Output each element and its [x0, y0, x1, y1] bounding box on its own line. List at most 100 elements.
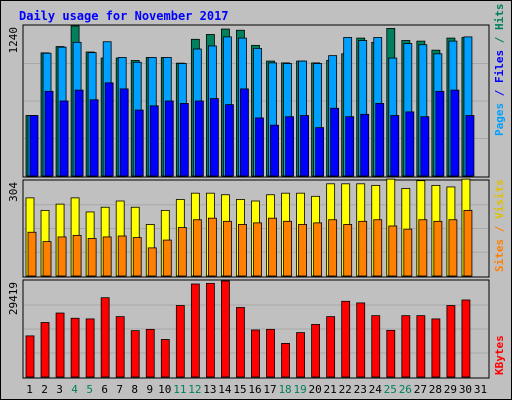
- day-label: 20: [309, 383, 322, 396]
- visits-bar-sites: [343, 224, 353, 277]
- kbytes-bar-kbytes: [145, 328, 155, 378]
- kbytes-legend-part: KBytes: [493, 335, 506, 375]
- kbytes-bar-kbytes: [446, 305, 456, 378]
- day-label: 27: [414, 383, 427, 396]
- visits-bar-sites: [42, 241, 52, 277]
- day-label: 23: [354, 383, 367, 396]
- kbytes-plot-border: [22, 279, 490, 379]
- hits-bar-pages: [89, 99, 99, 177]
- visits-legend-part: Visits: [493, 179, 506, 219]
- kbytes-bar-kbytes: [221, 280, 230, 378]
- day-label: 15: [233, 383, 246, 396]
- kbytes-bar-kbytes: [371, 315, 381, 378]
- hits-bar-pages: [149, 105, 159, 177]
- hits-bar-pages: [240, 88, 249, 177]
- kbytes-bar-kbytes: [251, 329, 260, 378]
- visits-bar-sites: [132, 237, 142, 277]
- day-label: 3: [56, 383, 63, 396]
- hits-plot-border: [22, 24, 490, 178]
- day-label: 12: [188, 383, 201, 396]
- kbytes-bar-kbytes: [326, 316, 336, 378]
- visits-bar-sites: [57, 236, 67, 277]
- day-label: 19: [293, 383, 306, 396]
- chart-title: Daily usage for November 2017: [19, 9, 229, 23]
- visits-legend: Sites / Visits: [493, 179, 506, 272]
- day-label: 16: [248, 383, 261, 396]
- hits-bar-pages: [225, 104, 234, 177]
- hits-bar-pages: [164, 100, 174, 177]
- visits-bar-sites: [463, 209, 473, 277]
- kbytes-panel: 29419: [7, 279, 490, 379]
- day-label: 11: [173, 383, 186, 396]
- visits-bar-sites: [403, 228, 413, 277]
- hits-bar-pages: [285, 116, 294, 177]
- kbytes-bar-kbytes: [431, 318, 441, 378]
- hits-max-label: 1240: [7, 27, 20, 54]
- hits-bar-pages: [345, 116, 355, 177]
- kbytes-bar-kbytes: [100, 297, 110, 378]
- visits-bar-sites: [192, 219, 202, 277]
- day-label: 18: [278, 383, 291, 396]
- hits-bar-pages: [300, 115, 309, 177]
- kbytes-bar-kbytes: [401, 315, 411, 378]
- visits-legend-part: /: [493, 219, 506, 239]
- kbytes-bar-kbytes: [175, 305, 185, 378]
- visits-bar-sites: [328, 219, 338, 277]
- hits-bar-pages: [179, 103, 189, 177]
- visits-bar-sites: [223, 220, 232, 277]
- day-label: 8: [131, 383, 138, 396]
- visits-bar-sites: [283, 220, 292, 277]
- day-label: 14: [218, 383, 232, 396]
- visits-bar-sites: [72, 234, 82, 277]
- hits-bar-pages: [315, 127, 325, 177]
- hits-bar-pages: [270, 124, 279, 177]
- kbytes-bar-kbytes: [130, 330, 140, 378]
- visits-bar-sites: [388, 225, 398, 277]
- visits-legend-part: Sites: [493, 239, 506, 272]
- visits-bar-sites: [177, 227, 187, 277]
- day-label: 17: [263, 383, 276, 396]
- kbytes-legend: KBytes: [493, 335, 506, 375]
- hits-legend-part: Pages: [493, 103, 506, 136]
- visits-bar-sites: [373, 219, 383, 277]
- hits-bar-pages: [104, 82, 114, 177]
- day-label: 25: [384, 383, 397, 396]
- hits-bar-pages: [420, 116, 430, 177]
- hits-bar-pages: [209, 98, 219, 177]
- kbytes-bar-kbytes: [25, 335, 35, 378]
- visits-plot-border: [22, 179, 490, 278]
- hits-bar-pages: [435, 90, 445, 177]
- hits-bar-pages: [44, 90, 54, 177]
- day-label: 21: [324, 383, 337, 396]
- day-label: 2: [41, 383, 48, 396]
- kbytes-bar-kbytes: [205, 282, 215, 378]
- day-label: 31: [474, 383, 487, 396]
- day-label: 4: [71, 383, 78, 396]
- kbytes-bar-kbytes: [70, 317, 80, 378]
- day-label: 28: [429, 383, 442, 396]
- hits-bar-pages: [360, 113, 370, 177]
- visits-bar-sites: [238, 224, 247, 277]
- day-label: 13: [203, 383, 216, 396]
- kbytes-bar-kbytes: [281, 342, 290, 378]
- hits-panel: 1240: [7, 24, 490, 178]
- visits-bar-sites: [253, 222, 262, 277]
- kbytes-bar-kbytes: [55, 312, 65, 378]
- hits-legend: Pages / Files / Hits: [493, 4, 506, 137]
- hits-bar-pages: [29, 115, 39, 177]
- kbytes-bar-kbytes: [85, 318, 95, 378]
- visits-bar-sites: [117, 235, 127, 277]
- kbytes-bar-kbytes: [311, 324, 321, 378]
- visits-bar-sites: [433, 220, 443, 277]
- visits-bar-sites: [87, 238, 97, 277]
- hits-bar-pages: [405, 111, 415, 177]
- visits-bar-sites: [358, 220, 368, 277]
- kbytes-bar-kbytes: [296, 332, 305, 378]
- kbytes-bar-kbytes: [115, 316, 125, 378]
- kbytes-bar-kbytes: [266, 328, 275, 378]
- hits-bar-pages: [390, 115, 400, 177]
- kbytes-bar-kbytes: [236, 307, 245, 378]
- hits-bar-pages: [134, 109, 144, 177]
- day-label: 24: [369, 383, 383, 396]
